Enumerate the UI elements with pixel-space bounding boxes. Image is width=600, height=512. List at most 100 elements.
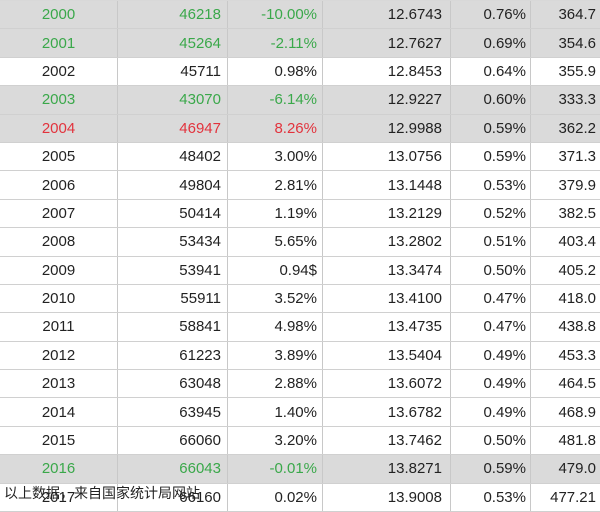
- rate-cell: 0.49%: [451, 341, 531, 370]
- year-cell: 2007: [0, 199, 118, 228]
- year-cell: 2010: [0, 284, 118, 313]
- table-row: 2013 63048 2.88% 13.6072 0.49% 464.5: [0, 370, 600, 399]
- growth-cell: -6.14%: [228, 86, 323, 114]
- table-row: 2012 61223 3.89% 13.5404 0.49% 453.3: [0, 341, 600, 371]
- population-cell: 66060: [118, 426, 228, 455]
- per-capita-cell: 479.0: [558, 460, 596, 478]
- growth-cell: 0.98%: [228, 57, 323, 86]
- total-cell: 12.7627: [323, 29, 451, 57]
- year-cell: 2009: [0, 256, 118, 284]
- year-cell: 2015: [0, 426, 118, 455]
- total-cell: 13.4100: [323, 284, 451, 313]
- growth-cell: 3.89%: [228, 341, 323, 370]
- total-cell: 13.6072: [323, 370, 451, 398]
- per-capita-cell: 468.9: [558, 403, 596, 421]
- year-cell: 2005: [0, 142, 118, 171]
- year-cell: 2006: [0, 171, 118, 199]
- total-cell: 13.0756: [323, 142, 451, 171]
- population-cell: 61223: [118, 341, 228, 370]
- growth-cell: 2.81%: [228, 171, 323, 199]
- rate-cell: 0.59%: [451, 114, 531, 142]
- rate-cell: 0.51%: [451, 228, 531, 256]
- rate-cell: 0.50%: [451, 256, 531, 284]
- table-row: 2008 53434 5.65% 13.2802 0.51% 403.4: [0, 228, 600, 257]
- per-capita-cell: 453.3: [558, 346, 596, 364]
- table-row: 2007 50414 1.19% 13.2129 0.52% 382.5: [0, 199, 600, 229]
- total-cell: 12.8453: [323, 57, 451, 86]
- per-capita-cell: 481.8: [558, 432, 596, 450]
- rate-cell: 0.52%: [451, 199, 531, 228]
- total-cell: 12.6743: [323, 1, 451, 29]
- year-cell: 2011: [0, 313, 118, 341]
- source-note: 以上数据，来自国家统计局网站: [4, 486, 200, 502]
- table-row: 2004 46947 8.26% 12.9988 0.59% 362.2: [0, 114, 600, 143]
- table-row: 2003 43070 -6.14% 12.9227 0.60% 333.3: [0, 86, 600, 115]
- population-cell: 45711: [118, 57, 228, 86]
- growth-cell: -2.11%: [228, 29, 323, 57]
- per-capita-cell: 438.8: [558, 318, 596, 336]
- rate-cell: 0.49%: [451, 370, 531, 398]
- population-cell: 53434: [118, 228, 228, 256]
- growth-cell: 1.40%: [228, 398, 323, 426]
- population-cell: 55911: [118, 284, 228, 313]
- per-capita-cell: 355.9: [558, 62, 596, 80]
- table-row: 2006 49804 2.81% 13.1448 0.53% 379.9: [0, 171, 600, 200]
- table-row: 2009 53941 0.94$ 13.3474 0.50% 405.2: [0, 256, 600, 285]
- rate-cell: 0.76%: [451, 1, 531, 29]
- per-capita-cell: 371.3: [558, 148, 596, 166]
- table-row: 2014 63945 1.40% 13.6782 0.49% 468.9: [0, 398, 600, 427]
- rate-cell: 0.47%: [451, 284, 531, 313]
- rate-cell: 0.49%: [451, 398, 531, 426]
- table-row: 2010 55911 3.52% 13.4100 0.47% 418.0: [0, 284, 600, 314]
- rate-cell: 0.64%: [451, 57, 531, 86]
- year-cell: 2017: [0, 483, 118, 512]
- population-cell: 49804: [118, 171, 228, 199]
- per-capita-cell: 477.21: [550, 488, 596, 506]
- population-cell: 48402: [118, 142, 228, 171]
- rate-cell: 0.60%: [451, 86, 531, 114]
- total-cell: 12.9988: [323, 114, 451, 142]
- year-cell: 2000: [0, 1, 118, 29]
- year-cell: 2012: [0, 341, 118, 370]
- per-capita-cell: 403.4: [558, 233, 596, 251]
- population-cell: 50414: [118, 199, 228, 228]
- rate-cell: 0.53%: [451, 483, 531, 512]
- year-cell: 2016: [0, 455, 118, 483]
- growth-cell: 2.88%: [228, 370, 323, 398]
- year-cell: 2002: [0, 57, 118, 86]
- table-row: 2011 58841 4.98% 13.4735 0.47% 438.8: [0, 313, 600, 342]
- rate-cell: 0.59%: [451, 455, 531, 483]
- growth-cell: 3.00%: [228, 142, 323, 171]
- table-row: 2015 66060 3.20% 13.7462 0.50% 481.8: [0, 426, 600, 456]
- total-cell: 13.6782: [323, 398, 451, 426]
- per-capita-cell: 464.5: [558, 375, 596, 393]
- per-capita-cell: 379.9: [558, 176, 596, 194]
- per-capita-cell: 382.5: [558, 204, 596, 222]
- growth-cell: 1.19%: [228, 199, 323, 228]
- total-cell: 13.1448: [323, 171, 451, 199]
- year-cell: 2013: [0, 370, 118, 398]
- rate-cell: 0.59%: [451, 142, 531, 171]
- total-cell: 13.3474: [323, 256, 451, 284]
- year-cell: 2004: [0, 114, 118, 142]
- per-capita-cell: 405.2: [558, 261, 596, 279]
- total-cell: 13.9008: [323, 483, 451, 512]
- growth-cell: 5.65%: [228, 228, 323, 256]
- population-cell: 53941: [118, 256, 228, 284]
- population-cell: 45264: [118, 29, 228, 57]
- rate-cell: 0.69%: [451, 29, 531, 57]
- table-row: 2002 45711 0.98% 12.8453 0.64% 355.9: [0, 57, 600, 87]
- population-cell: 66043: [118, 455, 228, 483]
- table-row: 2000 46218 -10.00% 12.6743 0.76% 364.7: [0, 1, 600, 30]
- per-capita-cell: 354.6: [558, 34, 596, 52]
- population-cell: 43070: [118, 86, 228, 114]
- population-cell: 46218: [118, 1, 228, 29]
- total-cell: 12.9227: [323, 86, 451, 114]
- total-cell: 13.2129: [323, 199, 451, 228]
- per-capita-cell: 333.3: [558, 91, 596, 109]
- population-cell: 66160: [118, 483, 228, 512]
- rate-cell: 0.50%: [451, 426, 531, 455]
- population-cell: 58841: [118, 313, 228, 341]
- total-cell: 13.2802: [323, 228, 451, 256]
